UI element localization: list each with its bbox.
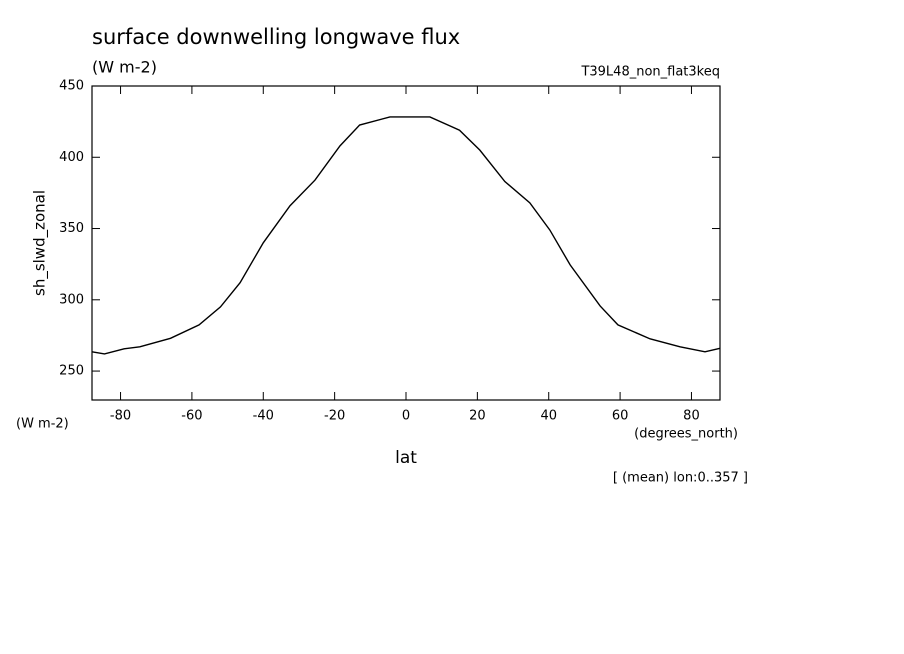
y-tick-label: 400	[59, 150, 84, 165]
x-tick-label: 80	[683, 409, 700, 424]
x-tick-label: -60	[181, 409, 202, 424]
x-tick-label: -20	[324, 409, 345, 424]
plot-frame	[91, 85, 721, 401]
y-tick-label: 300	[59, 292, 84, 307]
x-tick-label: 40	[540, 409, 557, 424]
x-tick-label: 60	[612, 409, 629, 424]
chart-title: surface downwelling longwave flux	[92, 25, 460, 49]
x-tick-label: 20	[469, 409, 486, 424]
x-tick-label: 0	[402, 409, 410, 424]
y-axis-label: sh_slwd_zonal	[31, 190, 50, 296]
y-tick-label: 250	[59, 364, 84, 379]
x-units: (degrees_north)	[634, 427, 738, 442]
x-tick-label: -40	[253, 409, 274, 424]
dataset: T39L48_non_flat3keq	[580, 65, 720, 80]
y-units: (W m-2)	[16, 417, 69, 432]
units: (W m-2)	[92, 58, 157, 77]
y-tick-label: 450	[59, 79, 84, 94]
x-axis-label: lat	[395, 448, 417, 468]
data-line	[91, 116, 721, 355]
x-tick-label: -80	[110, 409, 131, 424]
note: [ (mean) lon:0..357 ]	[613, 471, 748, 486]
y-tick-label: 350	[59, 221, 84, 236]
